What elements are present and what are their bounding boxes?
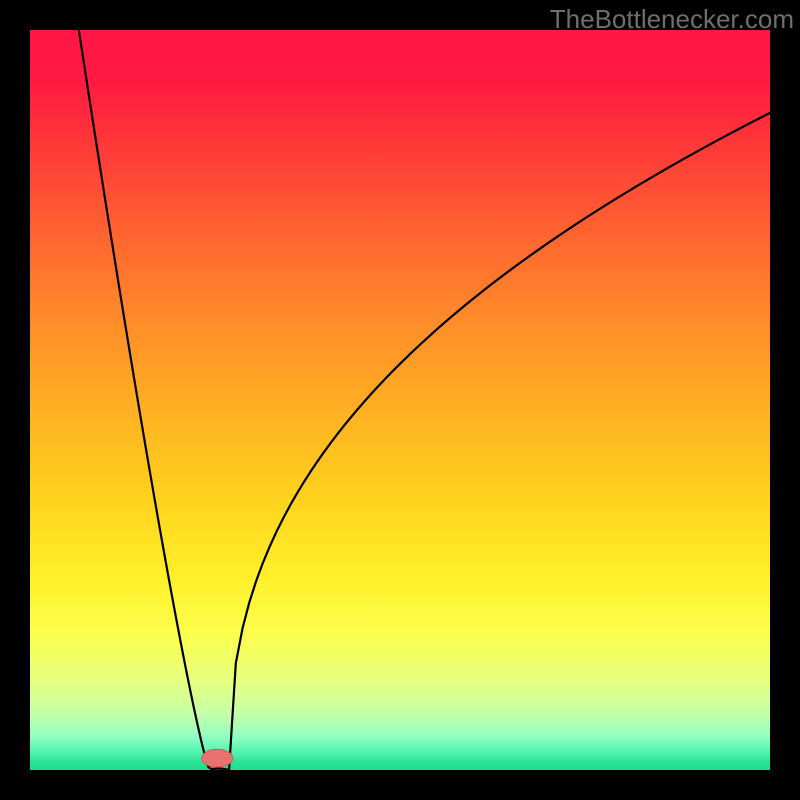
bottleneck-chart: TheBottlenecker.com: [0, 0, 800, 800]
chart-plot-area: [30, 30, 770, 770]
chart-svg: [0, 0, 800, 800]
optimal-point-marker: [202, 749, 233, 767]
